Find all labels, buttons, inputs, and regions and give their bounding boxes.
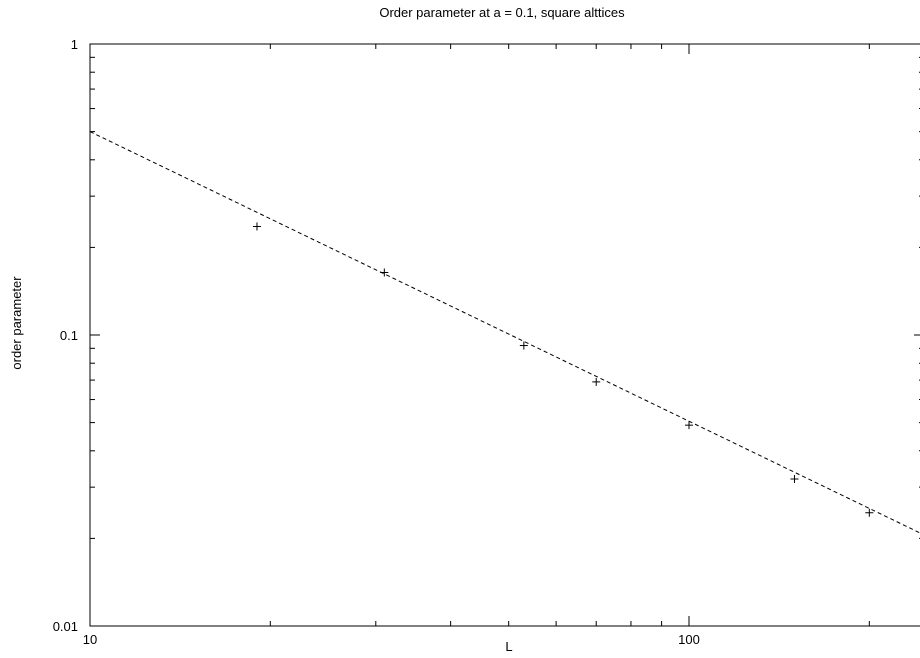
data-point [519, 341, 528, 350]
data-point [252, 222, 261, 231]
y-axis-label: order parameter [9, 276, 24, 370]
x-tick-label: 100 [678, 632, 700, 647]
x-axis-label: L [505, 639, 512, 654]
data-point [380, 268, 389, 277]
chart-title: Order parameter at a = 0.1, square altti… [379, 5, 625, 20]
tick-labels: 10 100 0.01 0.1 1 [53, 37, 700, 647]
axis-ticks [89, 43, 920, 627]
data-point [865, 508, 874, 517]
fit-line [89, 131, 920, 534]
x-tick-label: 10 [83, 632, 97, 647]
y-tick-label: 0.01 [53, 619, 78, 634]
y-tick-label: 0.1 [60, 328, 78, 343]
plot-frame [89, 43, 920, 627]
y-tick-label: 1 [71, 37, 78, 52]
data-point [790, 475, 799, 484]
data-point [592, 377, 601, 386]
data-point [685, 421, 693, 430]
data-points [252, 222, 874, 517]
